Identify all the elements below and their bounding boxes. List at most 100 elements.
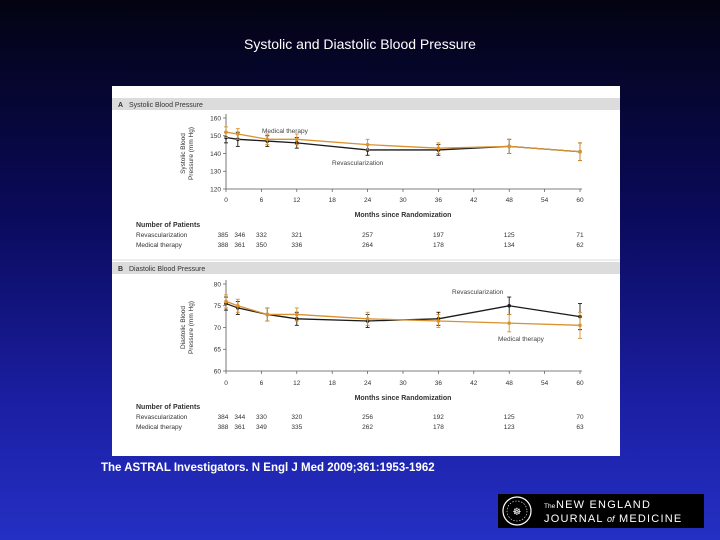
panel-b-at-risk-value: 330 bbox=[256, 414, 267, 421]
panel-b-at-risk-value: 320 bbox=[291, 414, 302, 421]
panel-a-x-tick-label: 48 bbox=[506, 197, 514, 204]
panel-a-at-risk-value: 385 bbox=[218, 232, 229, 239]
panel-b-at-risk-value: 125 bbox=[504, 414, 515, 421]
nejm-logo-line1: NEW ENGLAND bbox=[556, 499, 651, 511]
nejm-seal-icon bbox=[502, 496, 532, 526]
panel-a-ylabel-line1: Systolic Blood bbox=[180, 133, 187, 174]
panel-a-at-risk-value: 178 bbox=[433, 242, 444, 249]
panel-a-x-tick-label: 18 bbox=[329, 197, 337, 204]
panel-b-title: Diastolic Blood Pressure bbox=[129, 266, 205, 273]
panel-a-y-tick-label: 130 bbox=[210, 169, 221, 176]
panel-a-letter: A bbox=[118, 102, 123, 109]
panel-a-x-tick-label: 60 bbox=[576, 197, 584, 204]
panel-a-header-band bbox=[112, 98, 620, 110]
panel-a-annotation-medical: Medical therapy bbox=[262, 128, 309, 135]
panel-b-y-tick-label: 70 bbox=[214, 325, 222, 332]
panel-b-x-tick-label: 18 bbox=[329, 380, 337, 387]
panel-a-medical-point bbox=[295, 137, 299, 142]
panel-a-y-tick-label: 140 bbox=[210, 151, 221, 158]
figure-panel: A Systolic Blood Pressure Systolic Blood Pr… bbox=[112, 86, 620, 456]
panel-a-medical-point bbox=[265, 137, 270, 142]
citation: The ASTRAL Investigators. N Engl J Med 2… bbox=[101, 462, 435, 474]
panel-a-medical-point bbox=[224, 130, 228, 134]
panel-b-at-risk-value: 178 bbox=[433, 424, 444, 431]
panel-b-medical-point bbox=[236, 303, 240, 308]
panel-a-medical-point bbox=[436, 146, 441, 150]
panel-a-at-risk-value: 350 bbox=[256, 242, 267, 249]
nejm-logo: ☸ The NEW ENGLAND JOURNAL of MEDICINE bbox=[498, 494, 704, 528]
panel-b-medical-point bbox=[295, 312, 299, 317]
panel-a-at-risk-value: 71 bbox=[576, 232, 584, 239]
panel-a-y-tick-label: 150 bbox=[210, 133, 221, 140]
panel-a-title: Systolic Blood Pressure bbox=[129, 102, 203, 109]
panel-a-at-risk-value: 336 bbox=[291, 242, 302, 249]
panel-b-at-risk-value: 262 bbox=[362, 424, 373, 431]
panel-b-xlabel: Months since Randomization bbox=[355, 395, 452, 402]
panel-a-medical-point bbox=[578, 149, 582, 154]
panel-b-at-risk-value: 192 bbox=[433, 414, 444, 421]
panel-b-y-tick-label: 75 bbox=[214, 303, 222, 310]
panel-a-at-risk-value: 332 bbox=[256, 232, 267, 239]
panel-a-at-risk-value: 197 bbox=[433, 232, 444, 239]
panel-b-medical-point bbox=[224, 299, 228, 304]
panel-b-y-tick-label: 60 bbox=[214, 368, 222, 375]
panel-b-y-tick-label: 65 bbox=[214, 347, 222, 354]
nejm-logo-journal: JOURNAL bbox=[544, 513, 604, 525]
panel-a-x-tick-label: 24 bbox=[364, 197, 372, 204]
panel-b-medical-point bbox=[365, 317, 370, 321]
nejm-seal-ring-icon bbox=[506, 500, 528, 522]
panel-b-medical-point bbox=[265, 312, 270, 317]
nejm-logo-medicine: MEDICINE bbox=[619, 513, 682, 525]
panel-b-at-risk-value: 256 bbox=[362, 414, 373, 421]
panel-b-medical-point bbox=[507, 321, 512, 325]
panel-b-at-risk-value: 335 bbox=[291, 424, 302, 431]
panel-b-at-risk-value: 349 bbox=[256, 424, 267, 431]
panel-b-at-risk-value: 70 bbox=[576, 414, 584, 421]
panel-a-at-risk-row-label: Revascularization bbox=[136, 232, 188, 239]
panel-a-at-risk-value: 62 bbox=[576, 242, 584, 249]
panel-a-at-risk-row-label: Medical therapy bbox=[136, 242, 183, 249]
panel-a-xlabel: Months since Randomization bbox=[355, 212, 452, 219]
panel-b-x-tick-label: 36 bbox=[435, 380, 443, 387]
panel-a-x-tick-label: 12 bbox=[293, 197, 301, 204]
panel-b-ylabel-line1: Diastolic Blood bbox=[180, 306, 187, 349]
panel-b-at-risk-value: 384 bbox=[218, 414, 229, 421]
panel-a-medical-point bbox=[507, 144, 512, 149]
panel-a-medical-point bbox=[236, 132, 240, 136]
panel-a-x-tick-label: 42 bbox=[470, 197, 478, 204]
panel-b-at-risk-value: 63 bbox=[576, 424, 584, 431]
panel-b-ylabel-line2: Pressure (mm Hg) bbox=[188, 301, 195, 354]
panel-a-x-tick-label: 54 bbox=[541, 197, 549, 204]
panel-a-annotation-revasc: Revascularization bbox=[332, 160, 384, 167]
panel-b-at-risk-value: 344 bbox=[234, 414, 245, 421]
panel-a-at-risk-value: 321 bbox=[291, 232, 302, 239]
panel-a-at-risk-value: 346 bbox=[234, 232, 245, 239]
panel-b-revasc-point bbox=[507, 303, 512, 308]
panel-b-x-tick-label: 6 bbox=[260, 380, 264, 387]
panel-b-y-tick-label: 80 bbox=[214, 281, 222, 288]
panel-a-at-risk-value: 125 bbox=[504, 232, 515, 239]
panel-b-header-band bbox=[112, 262, 620, 274]
panel-a-x-tick-label: 30 bbox=[399, 197, 407, 204]
panel-b-x-tick-label: 42 bbox=[470, 380, 478, 387]
panel-b-x-tick-label: 48 bbox=[506, 380, 514, 387]
panel-b-medical-point bbox=[436, 319, 441, 323]
panel-a-at-risk-value: 134 bbox=[504, 242, 515, 249]
panel-a-y-tick-label: 120 bbox=[210, 186, 221, 193]
panel-b-at-risk-header: Number of Patients bbox=[136, 404, 200, 411]
nejm-logo-the: The bbox=[544, 503, 556, 510]
panel-b-medical-point bbox=[578, 323, 582, 328]
slide-title: Systolic and Diastolic Blood Pressure bbox=[244, 36, 476, 52]
panel-a-y-tick-label: 160 bbox=[210, 115, 221, 122]
panel-b-at-risk-value: 361 bbox=[234, 424, 245, 431]
panel-a-at-risk-header: Number of Patients bbox=[136, 222, 200, 229]
panel-b-x-tick-label: 0 bbox=[224, 380, 228, 387]
panel-b-at-risk-value: 388 bbox=[218, 424, 229, 431]
panel-b-x-tick-label: 12 bbox=[293, 380, 301, 387]
panel-b-x-tick-label: 60 bbox=[576, 380, 584, 387]
panel-b-annotation-medical: Medical therapy bbox=[498, 336, 545, 343]
panel-a-x-tick-label: 6 bbox=[260, 197, 264, 204]
panel-a-ylabel-line2: Pressure (mm Hg) bbox=[188, 127, 195, 180]
panel-a-medical-line bbox=[225, 131, 581, 153]
